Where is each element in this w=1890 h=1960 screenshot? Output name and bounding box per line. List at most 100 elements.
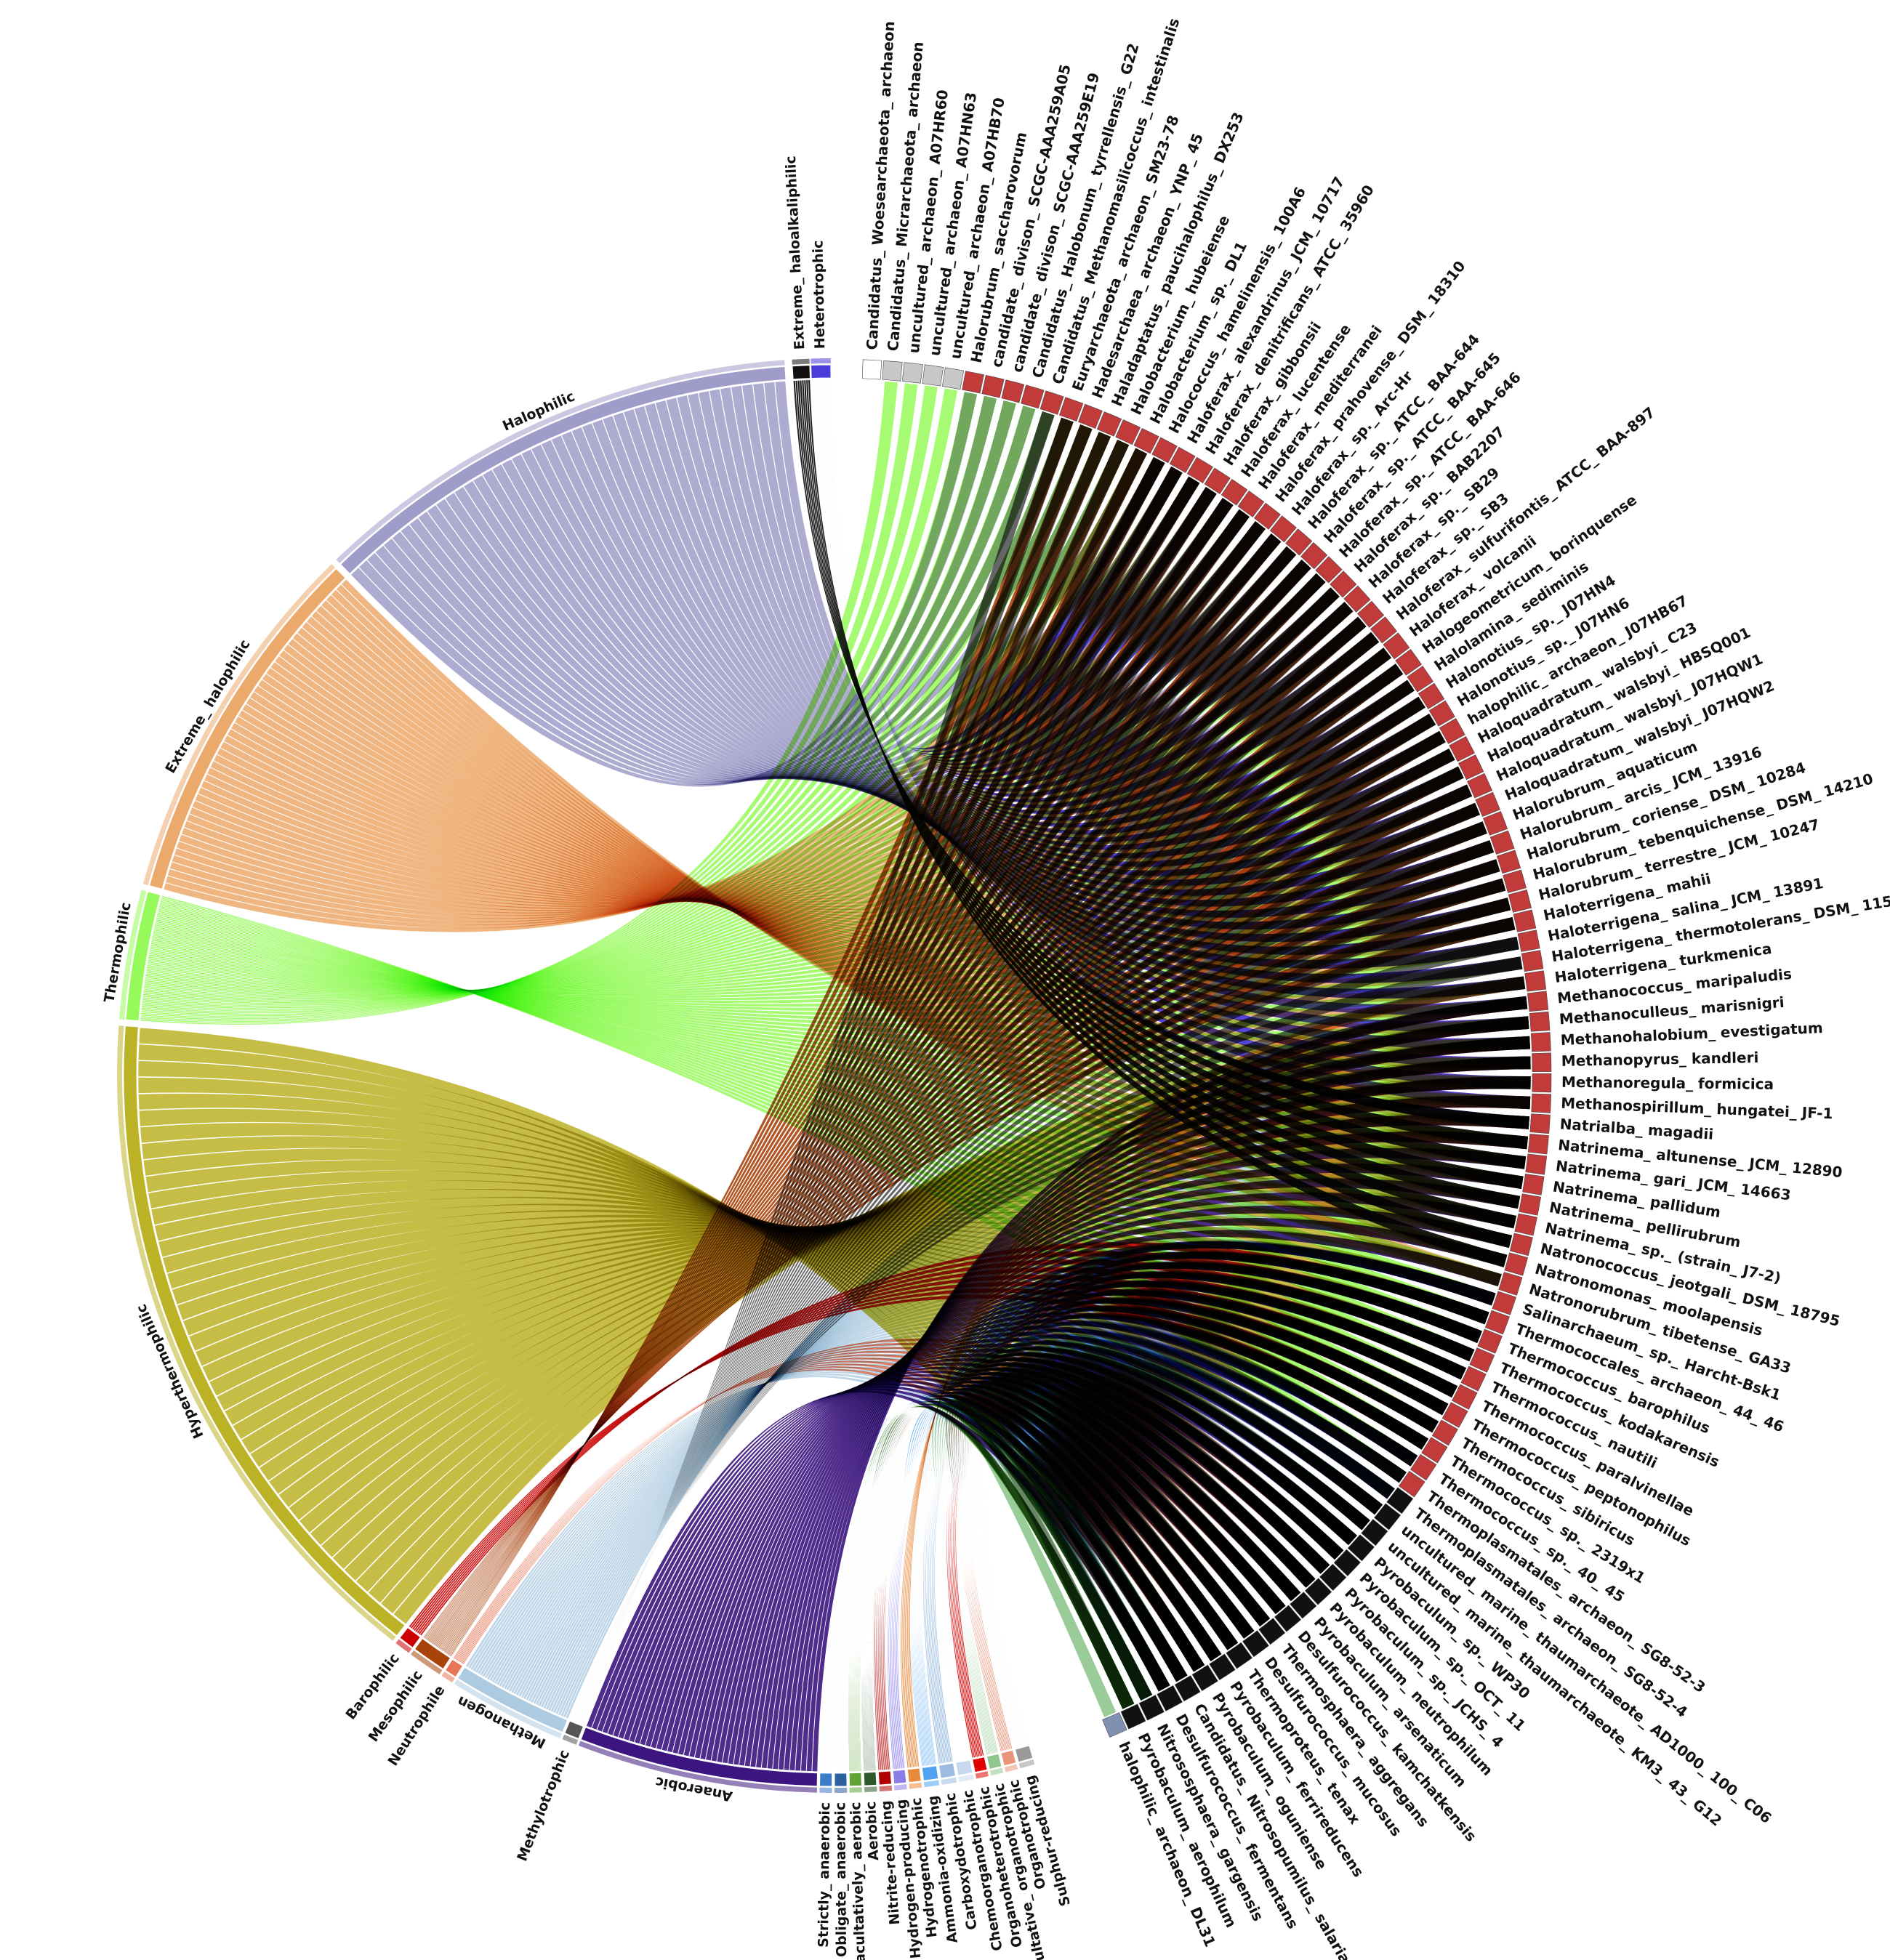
trait-arc-extreme-haloalkaliphilic (792, 365, 811, 380)
trait-arc-outer-heterotrophic (811, 358, 831, 364)
species-arc-halorubrum-aquaticum (1482, 811, 1508, 836)
trait-arc-barophilic (399, 1626, 422, 1648)
chord-methylotrophic-haloferax-alexandrinus-jcm-10717 (581, 465, 1183, 1725)
species-arc-methanoculleus-marisnigri (1529, 1011, 1551, 1032)
chord-sulphur-reducing-thermococcus-paralvinellae (981, 1287, 1459, 1746)
species-arc-haloferax-sp-sb29 (1343, 585, 1371, 613)
trait-label-heterotrophic: Heterotrophic (810, 240, 828, 349)
species-arc-thermoproteus-tenax (1226, 1642, 1252, 1669)
trait-arc-organoheterotrophic (972, 1757, 988, 1773)
species-arc-methanoregula-formicica (1532, 1073, 1552, 1093)
chord-methylotrophic-haloferax-gibbonsii (580, 485, 1218, 1725)
species-arc-methanococcus-maripaludis (1527, 991, 1549, 1012)
trait-arc-facultative-organotrophic (986, 1753, 1002, 1770)
chord-facultative-organotrophic-halophilic-archaeon-dl31 (931, 1403, 1117, 1756)
trait-label-obligate-anaerobic: Obligate_ anaerobic (832, 1802, 850, 1957)
species-arc-pyrobaculum-ferrireducens (1209, 1653, 1236, 1681)
species-arc-thermoplasmatales-archaeon-sg8-52-4 (1386, 1487, 1414, 1515)
chord-methylotrophic-haloferax-sp-atcc-baa-645 (579, 558, 1312, 1724)
species-arc-halorubrum-terrestre-jcm-10247 (1508, 890, 1532, 913)
trait-arc-obligate-anaerobic (834, 1773, 848, 1787)
species-arc-haloquadratum-walsbyi-j07hqw1 (1467, 773, 1492, 799)
trait-arc-outer-organotrophic (1004, 1764, 1018, 1773)
species-arc-desulfurococcus-mucosus (1242, 1630, 1269, 1658)
species-arc-haloferax-mediterranei (1237, 491, 1265, 517)
chord-methylotrophic-halorubrum-aquaticum (574, 820, 1488, 1722)
chord-methylotrophic-hadesarchaea-archaeon-ynp-45 (582, 424, 1093, 1725)
trait-arc-outer-sulphur-reducing (1018, 1759, 1035, 1769)
chord-sulphur-reducing-thermococcus-sibiricus (978, 1303, 1439, 1746)
species-arc-uncultured-archaeon-a07hn63 (922, 364, 944, 387)
species-arc-haloterrigena-mahii (1513, 909, 1537, 932)
species-arc-haloferax-volcanii (1383, 632, 1410, 660)
species-arc-methanohalobium-evestigatum (1530, 1032, 1551, 1052)
chord-sulphur-reducing-pyrobaculum-sp-oct-11 (970, 1353, 1345, 1747)
trait-arc-outer-facultative-organotrophic (989, 1767, 1004, 1776)
trait-arc-aerobic (863, 1771, 877, 1786)
species-arc-pyrobaculum-arsenaticum (1290, 1592, 1317, 1619)
chord-methylotrophic-haloquadratum-walsbyi-hbsq001 (574, 765, 1465, 1722)
species-arc-salinarchaeum-sp-harcht-bsk1 (1492, 1291, 1517, 1315)
species-arc-haloferax-gibbonsii (1204, 467, 1231, 494)
chord-sulphur-reducing-thermosphaera-aggregans (962, 1375, 1271, 1748)
species-arc-methanopyrus-kandleri (1532, 1052, 1552, 1072)
trait-label-methylotrophic: Methylotrophic (514, 1748, 573, 1863)
species-arc-haloferax-sp-arc-hr (1269, 515, 1297, 543)
species-arc-pyrobaculum-neutrophilum (1304, 1578, 1332, 1605)
chord-sulphur-reducing-pyrobaculum-aerophilum (945, 1400, 1135, 1749)
chord-methylotrophic-halorubrum-tebenquichense-dsm-14210 (573, 877, 1507, 1722)
chord-methylotrophic-haloterrigena-mahii (572, 916, 1516, 1722)
trait-arc-mesophilic (414, 1637, 451, 1670)
species-arc-natrinema-pellirubrum (1519, 1193, 1542, 1216)
trait-arc-hydrogen-producing (892, 1769, 907, 1785)
trait-arc-outer-ammonia-oxidizing (923, 1780, 940, 1788)
trait-arc-extreme-halophilic (148, 568, 346, 890)
trait-arc-outer-chemoorganotrophic (958, 1774, 974, 1783)
trait-arc-outer-neutrophile (441, 1671, 455, 1683)
species-arc-haloferax-sp-bab2207 (1330, 570, 1357, 598)
chord-methylotrophic-haloterrigena-thermotolerans-dsm-11522 (571, 956, 1524, 1721)
species-arc-haloferax-denitrificans-atcc-35960 (1186, 456, 1213, 484)
species-arc-candidatus-halobonum-tyrrellensis-g22 (1021, 384, 1045, 409)
chord-methylotrophic-haladaptatus-paucihalophilus-dx253 (582, 431, 1111, 1725)
species-arc-thermococcales-archaeon-44-46 (1484, 1310, 1510, 1335)
chord-sulphur-reducing-pyrobaculum-oguniense (955, 1389, 1206, 1749)
chord-methylotrophic-halococcus-hamelinensis-100a6 (581, 456, 1166, 1725)
species-arc-halogeometricum-borinquense (1395, 649, 1422, 676)
trait-arc-outer-strictly-anaerobic (819, 1787, 832, 1793)
species-arc-natrinema-pallidum (1522, 1173, 1545, 1195)
chord-methylotrophic-haloferax-lucentense (580, 497, 1234, 1725)
species-arc-halolamina-sediminis (1407, 666, 1433, 693)
trait-arc-outer-hydrogenotrophic (909, 1782, 922, 1789)
species-arc-candidatus-methanomasilicoccus-intestinalis (1040, 390, 1064, 415)
trait-arc-outer-nitrite-reducing (879, 1785, 893, 1792)
species-arc-natronorubrum-tibetense-ga33 (1498, 1272, 1523, 1296)
species-arc-uncultured-marine-thaumarchaeote-ad1000-100-c06 (1374, 1503, 1402, 1531)
species-arc-haloquadratum-walsbyi-j07hqw2 (1475, 791, 1500, 817)
species-arc-euryarchaeota-archaeon-sm23-78 (1059, 397, 1084, 422)
species-arc-haloquadratum-walsbyi-hbsq001 (1458, 754, 1484, 781)
chord-sulphur-reducing-candidatus-nitrosopumilus-salaria (953, 1392, 1189, 1749)
species-arc-candidate-divison-scgc-aaa259e19 (1001, 379, 1025, 403)
species-arc-candidatus-nitrosopumilus-salaria (1174, 1675, 1201, 1702)
trait-arc-neutrophile (444, 1658, 464, 1678)
chord-sulphur-reducing-pyrobaculum-neutrophilum (968, 1363, 1316, 1747)
trait-arc-halophilic (339, 366, 787, 575)
chord-methylotrophic-halorubrum-arcis-jcm-13916 (573, 839, 1495, 1722)
species-arc-haloferax-lucentense (1221, 478, 1248, 506)
species-arc-desulfurococcus-fermentans (1157, 1685, 1183, 1711)
trait-label-extreme-haloalkaliphilic: Extreme_ haloalkaliphilic (783, 156, 808, 350)
species-arc-natrinema-sp-strain-j7-2 (1514, 1213, 1537, 1236)
trait-arc-ammonia-oxidizing (921, 1765, 939, 1781)
trait-arc-anaerobic (580, 1727, 819, 1787)
trait-arc-chemoorganotrophic (955, 1759, 973, 1776)
chord-methylotrophic-halobacterium-sp-dl1 (582, 447, 1149, 1725)
species-arc-pyrobaculum-oguniense (1191, 1664, 1218, 1691)
chord-methylotrophic-haloquadratum-walsbyi-j07hqw1 (574, 783, 1473, 1722)
chord-sulphur-reducing-pyrobaculum-ferrireducens (957, 1386, 1223, 1748)
chord-methylotrophic-halorubrum-terrestre-jcm-10247 (572, 897, 1512, 1722)
chord-methylotrophic-halolamina-sediminis (576, 679, 1415, 1723)
species-label-methanoregula-formicica: Methanoregula_ formicica (1561, 1073, 1774, 1093)
chord-sulphur-reducing-desulfurococcus-mucosus (961, 1379, 1255, 1748)
species-arc-halophilic-archaeon-j07hb67 (1439, 718, 1465, 744)
